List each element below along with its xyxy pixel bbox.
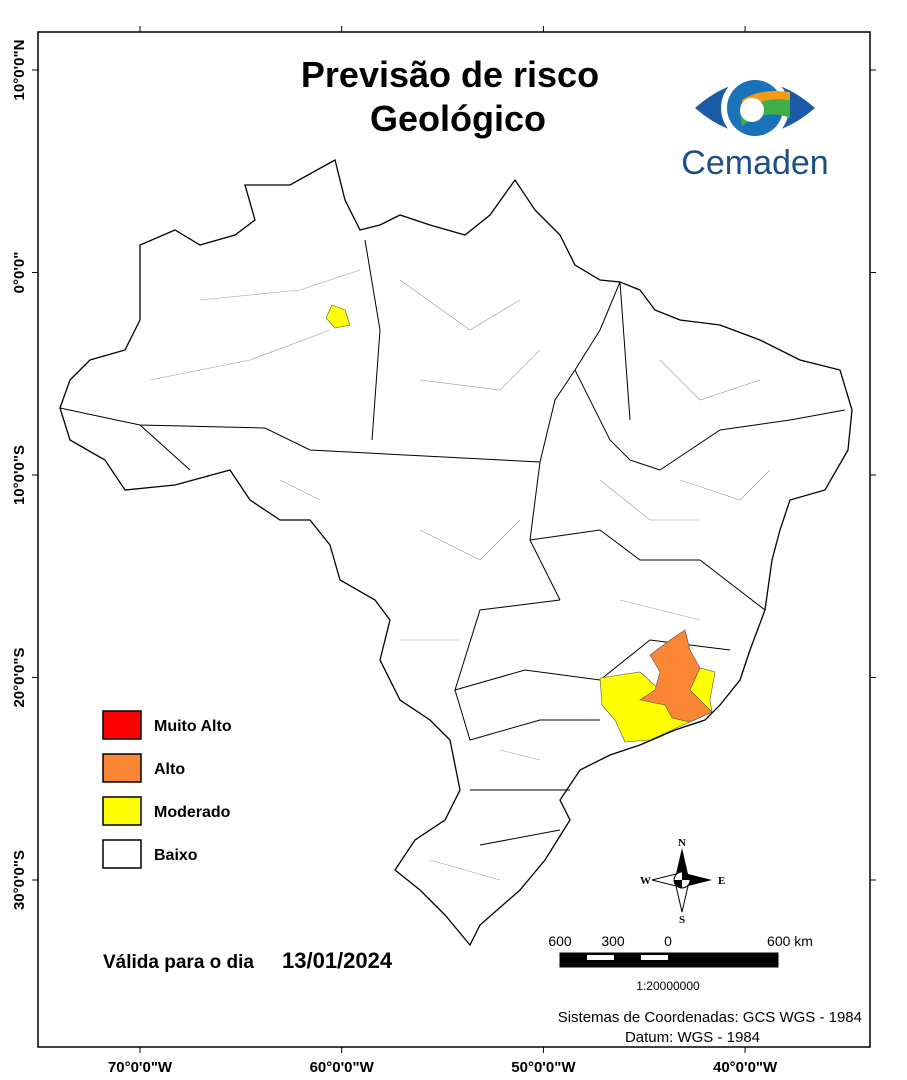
logo-text: Cemaden xyxy=(681,144,828,182)
compass-n: N xyxy=(678,837,686,849)
legend-swatch xyxy=(102,710,142,740)
generated-layer: 10°0'0"N 0°0'0" 10°0'0"S 20°0'0"S 30°0'0"S 70… xyxy=(11,26,876,1076)
scale-ratio: 1:20000000 xyxy=(636,979,700,993)
compass-s: S xyxy=(679,914,685,926)
logo: Cemaden xyxy=(681,74,829,182)
compass-e: E xyxy=(718,875,725,887)
title: Previsão de risco xyxy=(301,54,599,95)
legend-label: Alto xyxy=(154,761,185,778)
legend-label: Baixo xyxy=(154,847,198,864)
validity-date: 13/01/2024 xyxy=(282,948,393,973)
legend-swatch xyxy=(102,753,142,783)
compass-w: W xyxy=(640,875,651,887)
scale-label: 300 xyxy=(601,933,625,949)
latitude-label: 0°0'0" xyxy=(11,252,28,294)
coordinate-system: Sistemas de Coordenadas: GCS WGS - 1984 xyxy=(558,1009,862,1026)
longitude-label: 50°0'0"W xyxy=(511,1059,576,1076)
brazil-outline xyxy=(59,159,853,947)
latitude-label: 20°0'0"S xyxy=(11,647,28,707)
title: Geológico xyxy=(370,98,546,139)
state-borders xyxy=(59,239,846,846)
datum: Datum: WGS - 1984 xyxy=(625,1029,760,1046)
legend-label: Moderado xyxy=(154,804,231,821)
risk-moderate-area xyxy=(325,304,351,329)
legend-label: Muito Alto xyxy=(154,718,232,735)
region-borders xyxy=(149,269,771,881)
legend-swatch xyxy=(102,839,142,869)
compass: N S E W xyxy=(640,837,725,926)
legend-swatch xyxy=(102,796,142,826)
longitude-label: 70°0'0"W xyxy=(108,1059,173,1076)
scale-label: 600 km xyxy=(767,933,813,949)
latitude-label: 30°0'0"S xyxy=(11,850,28,910)
validity-label: Válida para o dia xyxy=(103,952,254,973)
longitude-label: 40°0'0"W xyxy=(713,1059,778,1076)
latitude-label: 10°0'0"N xyxy=(11,40,28,101)
scale-label: 0 xyxy=(664,933,672,949)
latitude-label: 10°0'0"S xyxy=(11,445,28,505)
risk-high-area xyxy=(639,629,713,723)
scale-label: 600 xyxy=(548,933,572,949)
longitude-label: 60°0'0"W xyxy=(310,1059,375,1076)
scale-bar xyxy=(559,952,779,968)
